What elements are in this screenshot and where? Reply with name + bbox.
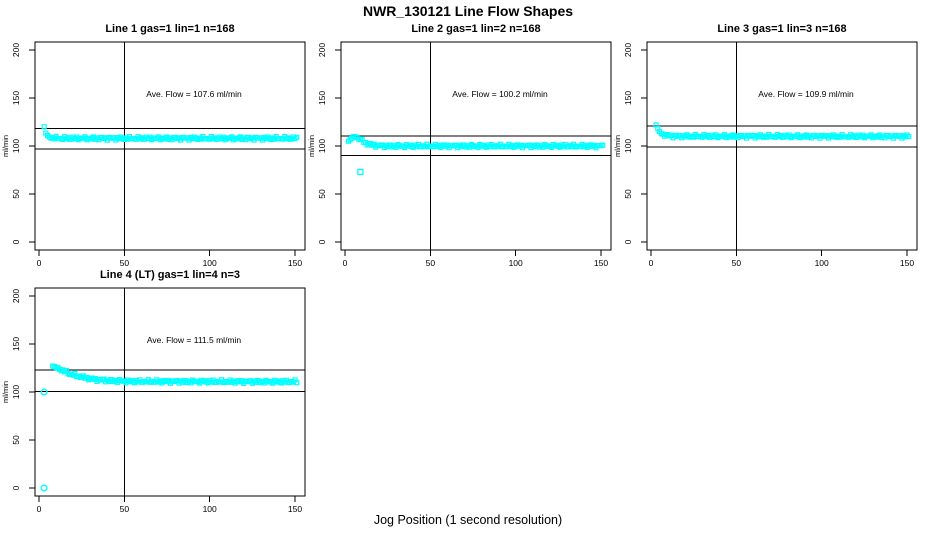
- ave-flow-annotation: Ave. Flow = 100.2 ml/min: [452, 89, 548, 99]
- y-tick-label: 50: [11, 435, 21, 445]
- y-tick-label: 200: [623, 43, 633, 57]
- x-tick-label: 0: [37, 258, 42, 268]
- data-points: [345, 133, 606, 151]
- subplot-title: Line 4 (LT) gas=1 lin=4 n=3: [100, 269, 240, 281]
- x-tick-label: 100: [203, 258, 217, 268]
- data-points: [50, 363, 300, 387]
- ave-flow-annotation: Ave. Flow = 109.9 ml/min: [758, 89, 854, 99]
- x-tick-label: 150: [288, 258, 302, 268]
- subplot-title: Line 1 gas=1 lin=1 n=168: [105, 23, 234, 35]
- y-tick-label: 50: [623, 189, 633, 199]
- y-tick-label: 0: [317, 239, 327, 244]
- data-points: [653, 122, 912, 141]
- x-tick-label: 100: [509, 258, 523, 268]
- data-point: [41, 124, 47, 130]
- y-tick-label: 0: [623, 239, 633, 244]
- x-tick-label: 100: [203, 504, 217, 514]
- x-tick-label: 100: [815, 258, 829, 268]
- x-tick-label: 150: [288, 504, 302, 514]
- ave-flow-annotation: Ave. Flow = 111.5 ml/min: [147, 335, 242, 345]
- x-tick-label: 50: [120, 258, 130, 268]
- y-tick-label: 200: [11, 43, 21, 57]
- data-point: [600, 142, 606, 148]
- subplot-title: Line 2 gas=1 lin=2 n=168: [411, 23, 540, 35]
- y-tick-label: 150: [11, 91, 21, 105]
- data-point: [294, 134, 300, 140]
- ave-flow-annotation: Ave. Flow = 107.6 ml/min: [146, 89, 242, 99]
- x-tick-label: 0: [37, 504, 42, 514]
- outlier-point: [357, 168, 364, 176]
- data-point: [906, 133, 912, 140]
- x-tick-label: 150: [594, 258, 608, 268]
- data-points: [41, 124, 300, 143]
- y-tick-label: 0: [11, 239, 21, 244]
- y-tick-label: 200: [11, 289, 21, 303]
- y-tick-label: 50: [11, 189, 21, 199]
- plot-frame: [646, 41, 918, 251]
- main-title: NWR_130121 Line Flow Shapes: [362, 3, 574, 19]
- y-tick-label: 150: [623, 91, 633, 105]
- y-tick-label: 100: [11, 139, 21, 153]
- y-tick-label: 150: [317, 91, 327, 105]
- y-axis-label: ml/min: [1, 135, 10, 157]
- y-tick-label: 0: [11, 485, 21, 490]
- subplot-line-3: Line 3 gas=1 lin=3 n=168 0 50 100 150 200 ml/m…: [613, 23, 918, 268]
- outlier-point: [40, 388, 48, 396]
- x-tick-label: 0: [649, 258, 654, 268]
- x-tick-label: 150: [900, 258, 914, 268]
- subplot-title: Line 3 gas=1 lin=3 n=168: [717, 23, 846, 35]
- y-axis-label: ml/min: [613, 135, 622, 157]
- x-tick-label: 50: [732, 258, 742, 268]
- y-tick-label: 100: [623, 139, 633, 153]
- x-tick-label: 50: [426, 258, 436, 268]
- y-tick-label: 100: [317, 139, 327, 153]
- plot-frame: [34, 41, 306, 251]
- data-point: [294, 380, 300, 386]
- subplot-line-4: Line 4 (LT) gas=1 lin=4 n=3 0 50 100 150 200 m…: [1, 269, 306, 514]
- y-tick-label: 50: [317, 189, 327, 199]
- y-axis-label: ml/min: [1, 381, 10, 403]
- subplot-line-2: Line 2 gas=1 lin=2 n=168 0 50 100 150 200 ml/m…: [307, 23, 612, 268]
- outlier-point: [40, 484, 48, 492]
- y-axis-label: ml/min: [307, 135, 316, 157]
- y-tick-label: 200: [317, 43, 327, 57]
- y-tick-label: 150: [11, 337, 21, 351]
- x-axis-label: Jog Position (1 second resolution): [373, 513, 563, 527]
- x-tick-label: 0: [343, 258, 348, 268]
- subplot-line-1: Line 1 gas=1 lin=1 n=168 0 50 100 150 200 ml/m…: [1, 23, 306, 268]
- x-tick-label: 50: [120, 504, 130, 514]
- y-tick-label: 100: [11, 385, 21, 399]
